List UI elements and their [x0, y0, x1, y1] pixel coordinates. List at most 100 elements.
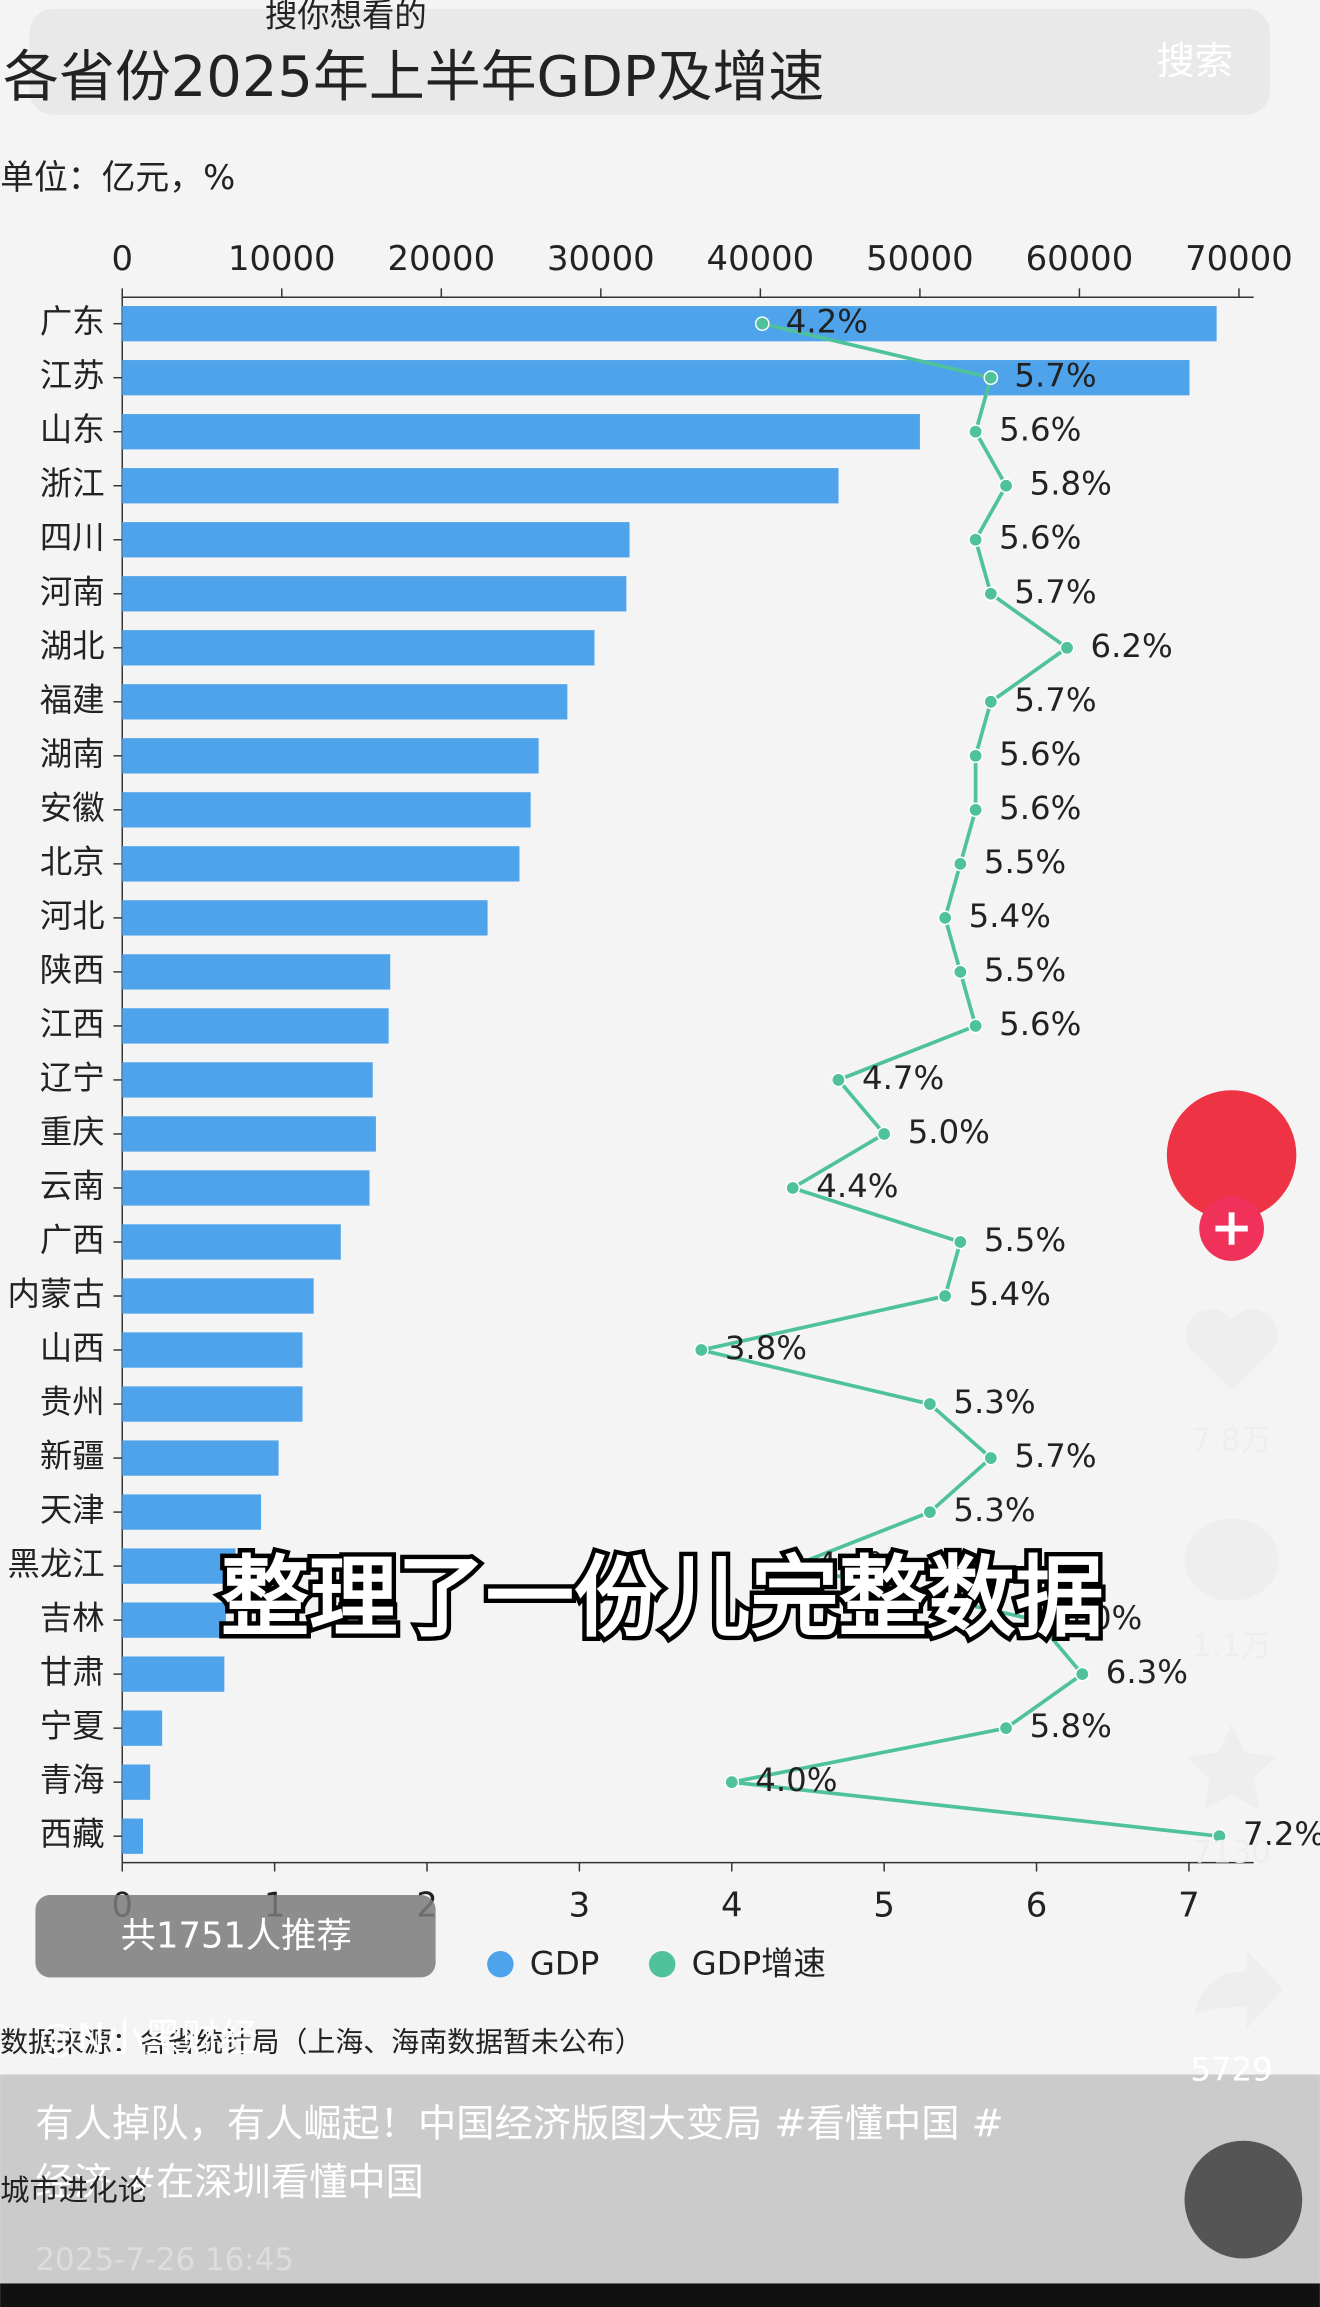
- search-button[interactable]: 搜索: [1157, 39, 1234, 84]
- bar: [122, 1548, 236, 1584]
- y-tick-label: 河南: [40, 573, 105, 611]
- caption-box: 有人掉队，有人崛起！中国经济版图大变局 #看懂中国 #经济 #在深圳看懂中国: [35, 2102, 1004, 2206]
- data-label: 5.3%: [953, 1383, 1035, 1421]
- data-label: 3.8%: [725, 1329, 807, 1367]
- data-label: 5.7%: [1014, 681, 1096, 719]
- bar: [122, 792, 531, 828]
- favorite-count: 7130: [1192, 1834, 1271, 1870]
- recommend-text[interactable]: 共1751人推荐: [121, 1916, 352, 1957]
- growth-point: [968, 748, 983, 764]
- bar: [122, 576, 627, 612]
- growth-point: [1059, 640, 1075, 656]
- like-icon[interactable]: [1185, 1309, 1278, 1391]
- y-tick-label: 江西: [40, 1005, 105, 1043]
- author[interactable]: @N小黑财经: [38, 2016, 258, 2061]
- plus-icon: [1215, 1212, 1248, 1245]
- x-tick-label: 60000: [1026, 239, 1134, 278]
- share-icon[interactable]: [1194, 1949, 1284, 2029]
- favorite-icon[interactable]: [1187, 1724, 1276, 1810]
- source-note: 数据来源：各省统计局（上海、海南数据暂未公布）: [0, 2026, 643, 2059]
- y-tick-label: 吉林: [40, 1599, 105, 1637]
- growth-point: [968, 1018, 983, 1034]
- growth-point: [754, 316, 770, 332]
- bar: [122, 1764, 151, 1800]
- plot: 0100002000030000400005000060000700000123…: [8, 239, 1320, 1983]
- watermark-text: 城市进化论: [0, 2174, 147, 2208]
- data-label: 5.5%: [984, 951, 1066, 989]
- x2-tick-label: 6: [1026, 1885, 1048, 1924]
- data-label: 5.0%: [908, 1113, 990, 1151]
- post-date: 2025-7-26 16:45: [35, 2242, 294, 2278]
- x-tick-label: 50000: [866, 239, 974, 278]
- y-tick-label: 河北: [40, 897, 105, 935]
- growth-point: [937, 1288, 953, 1304]
- bar: [122, 1116, 376, 1152]
- x-tick-label: 40000: [707, 239, 815, 278]
- growth-point: [693, 1342, 709, 1358]
- bar: [122, 360, 1190, 396]
- x2-tick-label: 3: [569, 1885, 591, 1924]
- data-label: 5.6%: [999, 411, 1081, 449]
- bar: [122, 1008, 389, 1044]
- y-tick-label: 贵州: [40, 1383, 105, 1421]
- caption: 有人掉队，有人崛起！中国经济版图大变局 #看懂中国 #经济 #在深圳看懂中国: [35, 2102, 1004, 2206]
- data-label: 5.6%: [999, 789, 1081, 827]
- data-label: 5.7%: [1014, 357, 1096, 395]
- legend-swatch: [487, 1950, 514, 1978]
- recommend-pill[interactable]: [35, 1895, 436, 1978]
- y-tick-label: 福建: [40, 681, 105, 719]
- growth-point: [952, 1234, 968, 1250]
- growth-point: [724, 1774, 740, 1790]
- x-tick-label: 10000: [228, 239, 336, 278]
- legend-label: GDP增速: [692, 1945, 826, 1983]
- comment-count: 1.1万: [1192, 1628, 1272, 1664]
- growth-point: [968, 424, 983, 440]
- data-label: 4.2%: [786, 303, 868, 341]
- avatar[interactable]: [1166, 1090, 1297, 1220]
- y-tick-label: 湖北: [40, 627, 105, 665]
- bar: [122, 684, 568, 720]
- bar: [122, 738, 539, 774]
- growth-point: [785, 1558, 801, 1574]
- comment-icon[interactable]: [1184, 1518, 1279, 1601]
- y-tick-label: 黑龙江: [8, 1545, 105, 1583]
- chart-title: 各省份2025年上半年GDP及增速: [3, 45, 824, 110]
- bar: [122, 1278, 314, 1314]
- bar: [122, 522, 630, 558]
- bar: [122, 1440, 279, 1476]
- bar: [122, 414, 920, 450]
- bar: [122, 846, 520, 882]
- data-label: 4.4%: [816, 1167, 898, 1205]
- growth-point: [998, 478, 1014, 494]
- video-subtitle: 整理了一份儿完整数据: [221, 1546, 1104, 1649]
- data-label: 6.2%: [1091, 627, 1173, 665]
- data-label: 6.3%: [1106, 1653, 1188, 1691]
- growth-point: [998, 1720, 1014, 1736]
- y-tick-label: 四川: [40, 519, 105, 557]
- y-tick-label: 江苏: [40, 357, 105, 395]
- bottom-bar: [0, 2283, 1320, 2307]
- bar: [122, 1602, 226, 1638]
- music-disc[interactable]: [1184, 2140, 1303, 2259]
- growth-point: [983, 370, 999, 386]
- y-tick-label: 青海: [40, 1761, 105, 1799]
- x-tick-label: 0: [111, 239, 133, 278]
- y-tick-label: 浙江: [40, 465, 105, 503]
- bar: [122, 1332, 303, 1368]
- search-placeholder: 搜你想看的: [265, 0, 427, 35]
- y-tick-label: 广东: [40, 303, 105, 341]
- growth-point: [983, 586, 999, 602]
- bar: [122, 630, 595, 666]
- y-tick-label: 山西: [40, 1329, 105, 1367]
- bar: [122, 1386, 303, 1422]
- data-label: 5.8%: [1030, 1707, 1112, 1745]
- growth-point: [983, 694, 999, 710]
- data-label: 7.2%: [1243, 1815, 1320, 1853]
- search-bar[interactable]: [29, 8, 1270, 115]
- y-tick-label: 广西: [40, 1221, 105, 1259]
- y-tick-label: 湖南: [40, 735, 105, 773]
- y-tick-label: 陕西: [40, 951, 105, 989]
- bar: [122, 1224, 341, 1260]
